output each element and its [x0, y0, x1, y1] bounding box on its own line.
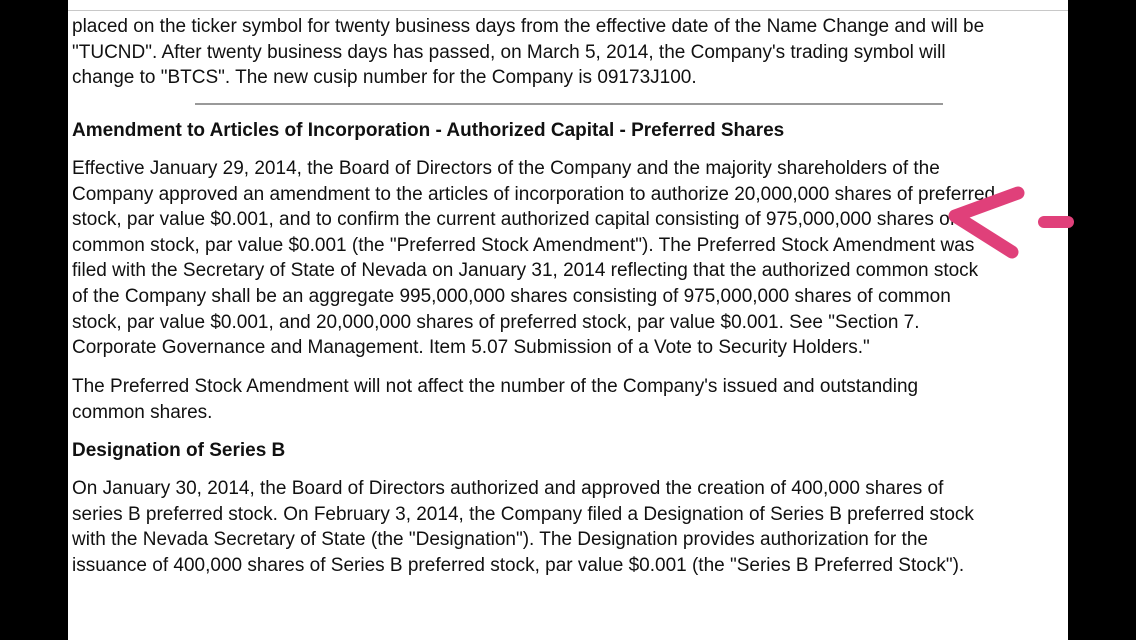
- text-line: Company approved an amendment to the art…: [72, 183, 996, 205]
- text-line: common stock, par value $0.001 (the "Pre…: [72, 234, 975, 256]
- text-line: "TUCND". After twenty business days has …: [72, 41, 946, 63]
- horizontal-rule: [195, 103, 943, 105]
- text-line: of the Company shall be an aggregate 995…: [72, 285, 951, 307]
- text-line: issuance of 400,000 shares of Series B p…: [72, 554, 965, 576]
- document-page: placed on the ticker symbol for twenty b…: [68, 0, 1068, 640]
- section-heading-amendment: Amendment to Articles of Incorporation -…: [72, 120, 785, 141]
- intro-paragraph: placed on the ticker symbol for twenty b…: [72, 14, 984, 91]
- section-heading-series-b: Designation of Series B: [72, 440, 286, 461]
- text-line: On January 30, 2014, the Board of Direct…: [72, 478, 944, 499]
- text-line: series B preferred stock. On February 3,…: [72, 503, 974, 525]
- text-line: stock, par value $0.001, and to confirm …: [72, 209, 955, 231]
- arrow-chevron: [948, 186, 1025, 259]
- amendment-paragraph: Effective January 29, 2014, the Board of…: [72, 156, 995, 361]
- text-line: Corporate Governance and Management. Ite…: [72, 337, 870, 359]
- text-line: change to "BTCS". The new cusip number f…: [72, 67, 697, 89]
- text-line: stock, par value $0.001, and 20,000,000 …: [72, 311, 920, 333]
- text-line: placed on the ticker symbol for twenty b…: [72, 16, 985, 37]
- top-divider: [68, 10, 1068, 11]
- series-b-paragraph: On January 30, 2014, the Board of Direct…: [72, 476, 974, 578]
- amendment-effect-paragraph: The Preferred Stock Amendment will not a…: [72, 374, 918, 425]
- text-line: Effective January 29, 2014, the Board of…: [72, 158, 940, 179]
- text-line: common shares.: [72, 401, 213, 423]
- text-line: The Preferred Stock Amendment will not a…: [72, 376, 919, 397]
- text-line: filed with the Secretary of State of Nev…: [72, 260, 979, 282]
- text-line: with the Nevada Secretary of State (the …: [72, 529, 928, 551]
